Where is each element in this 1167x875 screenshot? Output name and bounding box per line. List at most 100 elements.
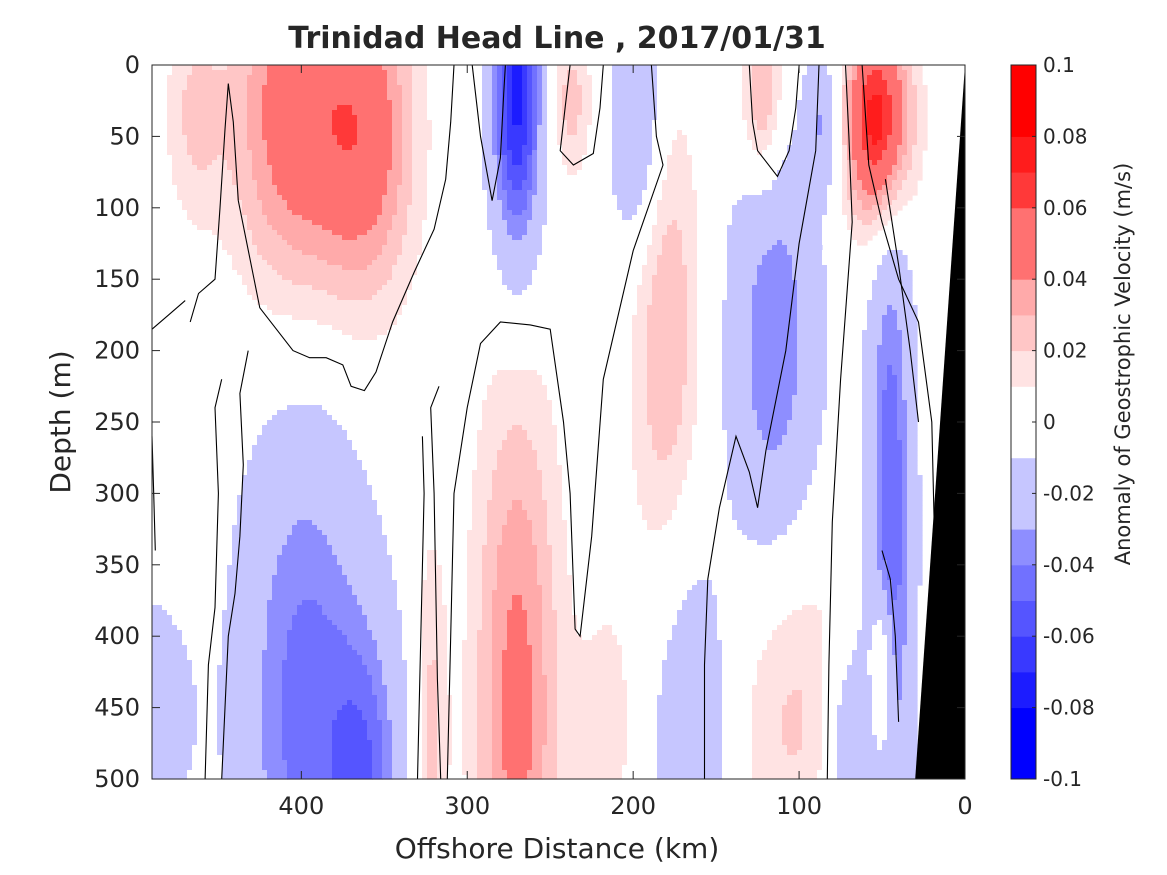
velocity-cell (822, 660, 853, 666)
velocity-cell (262, 740, 283, 746)
velocity-cell (282, 675, 373, 681)
velocity-cell (422, 230, 493, 236)
velocity-cell (412, 80, 428, 86)
velocity-cell (542, 750, 558, 756)
velocity-cell (482, 175, 498, 181)
velocity-cell (802, 700, 823, 706)
velocity-cell (557, 430, 633, 436)
velocity-cell (292, 280, 388, 286)
velocity-cell (527, 115, 533, 121)
velocity-cell (567, 525, 648, 531)
velocity-cell (862, 595, 888, 601)
velocity-cell (527, 100, 533, 106)
velocity-cell (482, 120, 493, 126)
velocity-cell (242, 475, 368, 481)
velocity-cell (532, 685, 548, 691)
velocity-cell (687, 325, 698, 331)
velocity-cell (722, 380, 753, 386)
velocity-cell (882, 495, 903, 501)
velocity-cell (512, 65, 523, 71)
velocity-cell (697, 320, 723, 326)
velocity-cell (222, 240, 253, 246)
velocity-cell (627, 740, 658, 746)
velocity-cell (217, 750, 263, 756)
velocity-cell (477, 755, 493, 761)
y-axis-label: Depth (m) (44, 350, 77, 493)
velocity-cell (397, 200, 413, 206)
y-tick-label: 300 (94, 479, 140, 507)
velocity-cell (842, 695, 873, 701)
velocity-cell (387, 235, 403, 241)
velocity-cell (507, 520, 533, 526)
velocity-cell (527, 635, 543, 641)
velocity-cell (422, 250, 493, 256)
velocity-cell (592, 110, 613, 116)
velocity-cell (547, 145, 563, 151)
velocity-cell (627, 680, 663, 686)
velocity-cell (547, 385, 633, 391)
velocity-cell (532, 175, 538, 181)
velocity-cell (797, 115, 818, 121)
velocity-cell (562, 155, 583, 161)
velocity-cell (847, 75, 853, 81)
velocity-cell (832, 85, 843, 91)
velocity-cell (532, 105, 538, 111)
velocity-cell (382, 525, 473, 531)
velocity-cell (542, 650, 558, 656)
velocity-cell (742, 65, 753, 71)
velocity-cell (722, 340, 753, 346)
velocity-cell (852, 165, 858, 171)
velocity-cell (662, 240, 683, 246)
colorbar-segment (1011, 100, 1036, 137)
velocity-cell (852, 130, 863, 136)
velocity-cell (637, 210, 658, 216)
velocity-cell (872, 220, 888, 226)
zero-contour-line (416, 436, 425, 780)
velocity-field (152, 65, 928, 780)
velocity-cell (902, 135, 908, 141)
velocity-cell (687, 140, 753, 146)
velocity-cell (782, 80, 803, 86)
velocity-cell (412, 130, 433, 136)
velocity-cell (392, 755, 408, 761)
velocity-cell (632, 455, 658, 461)
velocity-cell (402, 135, 413, 141)
velocity-cell (357, 130, 393, 136)
velocity-cell (907, 565, 923, 571)
velocity-cell (842, 205, 853, 211)
velocity-cell (177, 195, 238, 201)
velocity-cell (492, 590, 543, 596)
velocity-cell (777, 175, 833, 181)
velocity-cell (247, 110, 263, 116)
velocity-cell (852, 650, 868, 656)
velocity-cell (422, 240, 493, 246)
velocity-cell (497, 565, 538, 571)
velocity-cell (862, 415, 878, 421)
colorbar-tick-label: 0.04 (1043, 267, 1088, 291)
velocity-cell (897, 420, 908, 426)
velocity-cell (622, 770, 658, 776)
velocity-cell (367, 620, 403, 626)
velocity-cell (822, 710, 838, 716)
velocity-cell (177, 625, 223, 631)
velocity-cell (557, 745, 628, 751)
velocity-cell (557, 625, 578, 631)
velocity-cell (342, 570, 393, 576)
velocity-cell (562, 105, 583, 111)
velocity-cell (752, 400, 793, 406)
velocity-cell (532, 150, 538, 156)
velocity-cell (897, 70, 908, 76)
zero-contour-line (430, 386, 442, 780)
velocity-cell (447, 655, 463, 661)
velocity-cell (152, 335, 353, 341)
velocity-cell (187, 140, 248, 146)
velocity-cell (817, 130, 823, 136)
velocity-cell (697, 210, 733, 216)
velocity-cell (527, 160, 533, 166)
velocity-cell (422, 220, 488, 226)
velocity-cell (777, 625, 823, 631)
velocity-cell (152, 180, 173, 186)
velocity-cell (392, 220, 408, 226)
velocity-cell (612, 145, 653, 151)
velocity-cell (542, 645, 558, 651)
